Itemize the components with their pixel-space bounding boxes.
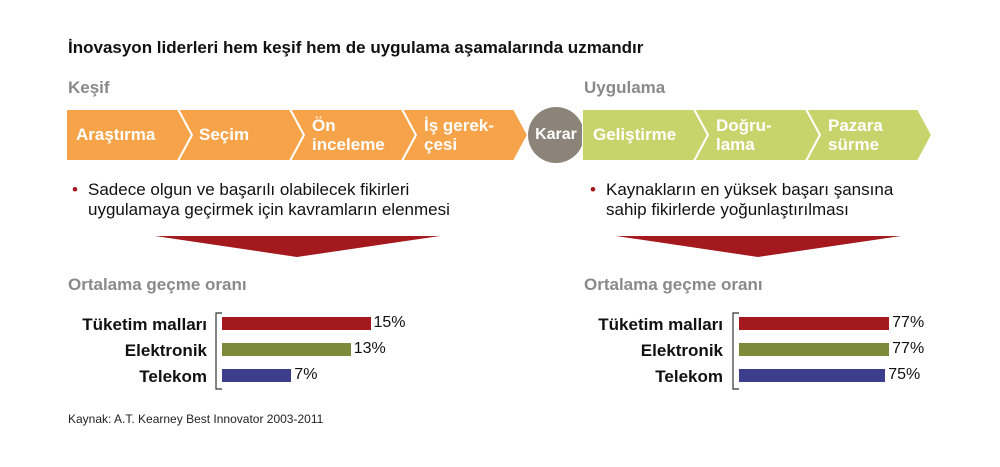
value-label: 77% (892, 340, 925, 357)
step-research-label: Araştırma (76, 125, 156, 144)
category-label: Telekom (139, 367, 207, 386)
value-label: 7% (294, 366, 318, 383)
value-label: 77% (892, 314, 925, 331)
category-label: Elektronik (124, 341, 207, 360)
axis-bracket (215, 312, 222, 390)
category-label: Telekom (655, 367, 723, 386)
category-label: Tüketim malları (598, 315, 723, 334)
category-label: Tüketim malları (82, 315, 207, 334)
discovery-heading: Keşif (68, 78, 110, 97)
bar-consumer-goods (222, 317, 371, 330)
execution-rate-heading: Ortalama geçme oranı (584, 275, 763, 294)
chevron-step (176, 109, 306, 161)
value-label: 15% (373, 314, 406, 331)
bullet-dot-icon: • (590, 180, 596, 199)
execution-bullet: • Kaynakların en yüksek başarı şansına sa… (590, 180, 894, 219)
value-label: 75% (888, 366, 921, 383)
bar-consumer-goods (739, 317, 890, 330)
chevron-step (288, 109, 418, 161)
step-preliminary-label: Ön inceleme (312, 116, 385, 154)
discovery-process-arrow (66, 109, 530, 161)
category-label: Elektronik (640, 341, 723, 360)
chevron-step (804, 109, 932, 161)
step-selection-label: Seçim (199, 125, 250, 144)
discovery-rate-heading: Ortalama geçme oranı (68, 275, 247, 294)
source-note: Kaynak: A.T. Kearney Best Innovator 2003… (68, 412, 324, 426)
bar-electronics (222, 343, 351, 356)
execution-process-arrow (582, 109, 932, 161)
chevron-step (692, 109, 822, 161)
value-label: 13% (353, 340, 386, 357)
step-business-case-label: İş gerek-çesi (424, 116, 494, 154)
bar-electronics (739, 343, 890, 356)
bullet-dot-icon: • (72, 180, 78, 199)
execution-funnel-arrow (616, 236, 901, 257)
bar-telecom (222, 369, 292, 382)
execution-heading: Uygulama (584, 78, 666, 97)
decision-circle: Karar (528, 107, 584, 163)
chevron-step (400, 109, 530, 161)
step-development-label: Geliştirme (593, 125, 677, 144)
page-title: İnovasyon liderleri hem keşif hem de uyg… (68, 38, 644, 57)
bar-telecom (739, 369, 886, 382)
step-launch-label: Pazara sürme (828, 116, 883, 154)
discovery-bullet: • Sadece olgun ve başarılı olabilecek fi… (72, 180, 450, 219)
discovery-funnel-arrow (155, 236, 440, 257)
step-validation-label: Doğru-lama (716, 116, 772, 154)
axis-bracket (732, 312, 739, 390)
